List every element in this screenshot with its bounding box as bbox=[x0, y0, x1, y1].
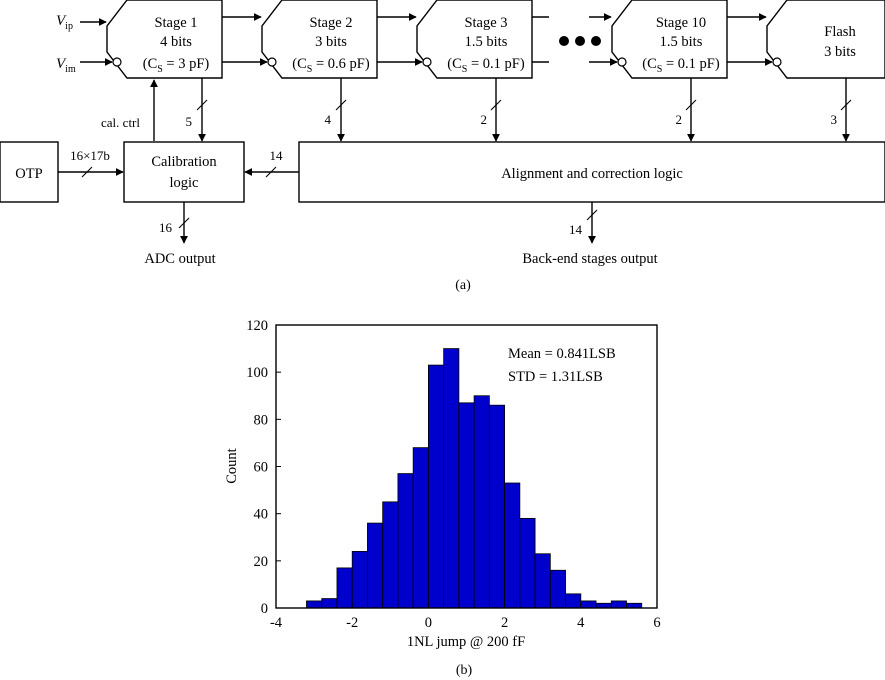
vim-label: Vim bbox=[56, 56, 76, 75]
caption-b: (b) bbox=[456, 663, 473, 678]
stage-2-block: Stage 2 3 bits (CS = 0.6 pF) bbox=[261, 0, 378, 79]
histogram-bar bbox=[336, 567, 353, 609]
histogram-bar bbox=[549, 569, 566, 609]
stage-3-name: Stage 3 bbox=[464, 15, 507, 31]
histogram-bar bbox=[412, 447, 429, 609]
y-tick-label: 0 bbox=[261, 601, 268, 617]
pipeline-adc-block-diagram: Vip Vim Stage 1 4 bits (CS = 3 pF) Stage… bbox=[0, 0, 885, 293]
calibration-logic-block: Calibration logic bbox=[123, 141, 245, 203]
mean-annotation: Mean = 0.841LSB bbox=[508, 346, 616, 362]
histogram-bar bbox=[488, 404, 505, 609]
alignment-label: Alignment and correction logic bbox=[501, 166, 683, 182]
horizontal-buses: 16×17b 14 bbox=[58, 148, 299, 178]
outputs: 16 ADC output 14 Back-end stages output bbox=[144, 202, 658, 267]
y-tick-label: 120 bbox=[246, 318, 268, 334]
flash-name: Flash bbox=[824, 24, 856, 40]
x-tick-label: -2 bbox=[346, 615, 358, 631]
otp-bus-width: 16×17b bbox=[70, 148, 110, 163]
caption-a: (a) bbox=[455, 278, 471, 293]
cal-ctrl-label: cal. ctrl bbox=[101, 115, 140, 130]
inverting-input-circle bbox=[617, 57, 627, 67]
histogram-bar bbox=[610, 600, 627, 609]
otp-label: OTP bbox=[15, 166, 42, 182]
stage-2-bits: 3 bits bbox=[315, 34, 347, 50]
calibration-label: Calibration bbox=[151, 154, 217, 170]
histogram-bars bbox=[306, 348, 643, 609]
x-tick-label: 6 bbox=[653, 615, 660, 631]
stage-1-block: Stage 1 4 bits (CS = 3 pF) bbox=[106, 0, 223, 79]
histogram-bar bbox=[427, 364, 445, 609]
inverting-input-circle bbox=[422, 57, 432, 67]
x-tick-label: -4 bbox=[270, 615, 283, 631]
stage-10-name: Stage 10 bbox=[656, 15, 706, 31]
stage-output-buses: 5 cal. ctrl 4 2 2 3 bbox=[101, 78, 852, 142]
backend-output-label: Back-end stages output bbox=[522, 251, 657, 267]
inverting-input-circle bbox=[112, 57, 122, 67]
stage-1-bus-width: 5 bbox=[186, 114, 193, 129]
histogram-bar bbox=[565, 593, 582, 609]
y-tick-label: 40 bbox=[254, 507, 269, 523]
y-axis-ticks: 0 20 40 60 80 100 120 bbox=[246, 318, 281, 617]
histogram-bar bbox=[519, 517, 536, 609]
calibration-label-2: logic bbox=[170, 175, 199, 191]
align-to-cal-bus-width: 14 bbox=[270, 148, 284, 163]
stage-2-name: Stage 2 bbox=[309, 15, 352, 31]
y-tick-label: 20 bbox=[254, 554, 269, 570]
x-axis-label: 1NL jump @ 200 fF bbox=[407, 634, 525, 650]
histogram-bar bbox=[367, 522, 384, 609]
histogram-bar bbox=[397, 473, 414, 609]
stage-3-block: Stage 3 1.5 bits (CS = 0.1 pF) bbox=[416, 0, 533, 79]
stage-10-bits: 1.5 bits bbox=[660, 34, 703, 50]
stage-3-cs: (CS = 0.1 pF) bbox=[447, 56, 525, 75]
histogram-bar bbox=[534, 553, 551, 609]
stage-3-bus-width: 2 bbox=[481, 112, 488, 127]
stage-1-name: Stage 1 bbox=[154, 15, 197, 31]
stage-2-cs: (CS = 0.6 pF) bbox=[292, 56, 370, 75]
flash-bus-width: 3 bbox=[831, 112, 838, 127]
adc-out-bus-width: 16 bbox=[159, 220, 173, 235]
stage-1-bits: 4 bits bbox=[160, 34, 192, 50]
histogram-bar bbox=[458, 402, 475, 609]
histogram-bar bbox=[382, 501, 399, 609]
stage-2-bus-width: 4 bbox=[325, 112, 332, 127]
std-annotation: STD = 1.31LSB bbox=[508, 369, 603, 385]
histogram-bar bbox=[351, 551, 368, 609]
histogram-chart: -4 -2 0 2 4 6 0 20 40 60 80 100 120 1NL jump @ 200 … bbox=[224, 318, 661, 678]
adc-output-label: ADC output bbox=[144, 251, 215, 267]
histogram-bar bbox=[321, 598, 338, 609]
histogram-bar bbox=[306, 600, 323, 609]
x-axis-ticks: -4 -2 0 2 4 6 bbox=[270, 603, 661, 631]
histogram-bar bbox=[443, 348, 460, 609]
y-axis-label: Count bbox=[224, 448, 240, 483]
stage-1-cs: (CS = 3 pF) bbox=[143, 56, 210, 75]
vip-label: Vip bbox=[56, 13, 73, 32]
x-tick-label: 4 bbox=[577, 615, 585, 631]
stage-10-cs: (CS = 0.1 pF) bbox=[642, 56, 720, 75]
histogram-bar bbox=[504, 482, 521, 609]
histogram-bar bbox=[473, 395, 490, 609]
y-tick-label: 60 bbox=[254, 460, 269, 476]
flash-block: Flash 3 bits bbox=[766, 0, 885, 79]
inverting-input-circle bbox=[267, 57, 277, 67]
histogram-bar bbox=[580, 600, 597, 609]
histogram-bar bbox=[595, 602, 612, 609]
flash-bits: 3 bits bbox=[824, 44, 856, 60]
stage-10-bus-width: 2 bbox=[676, 112, 683, 127]
x-tick-label: 2 bbox=[501, 615, 508, 631]
ellipsis-dots bbox=[559, 36, 601, 46]
inverting-input-circle bbox=[772, 57, 782, 67]
otp-block: OTP bbox=[0, 141, 59, 203]
signal-arrows bbox=[80, 13, 773, 66]
histogram-bar bbox=[626, 602, 643, 609]
stage-3-bits: 1.5 bits bbox=[465, 34, 508, 50]
stage-10-block: Stage 10 1.5 bits (CS = 0.1 pF) bbox=[611, 0, 728, 79]
y-tick-label: 80 bbox=[254, 412, 269, 428]
backend-out-bus-width: 14 bbox=[569, 222, 583, 237]
alignment-correction-block: Alignment and correction logic bbox=[298, 141, 885, 203]
y-tick-label: 100 bbox=[246, 365, 268, 381]
x-tick-label: 0 bbox=[425, 615, 432, 631]
